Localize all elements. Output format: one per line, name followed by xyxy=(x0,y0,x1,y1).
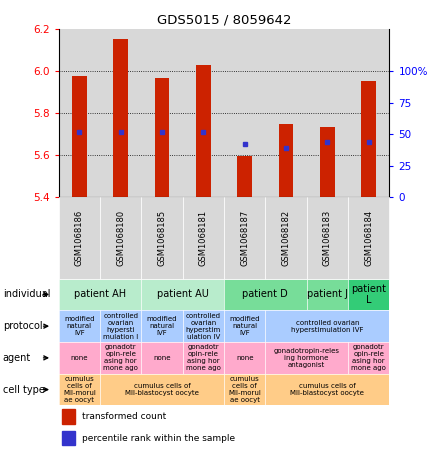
Text: gonadotr
opin-rele
asing hor
mone ago: gonadotr opin-rele asing hor mone ago xyxy=(350,344,385,371)
Text: modified
natural
IVF: modified natural IVF xyxy=(229,316,260,336)
Bar xyxy=(72,76,86,197)
Text: patient
L: patient L xyxy=(350,284,385,305)
Bar xyxy=(113,39,128,197)
Text: controlled
ovarian
hyperstim
ulation IV: controlled ovarian hyperstim ulation IV xyxy=(185,313,220,340)
Text: GSM1068184: GSM1068184 xyxy=(363,210,372,266)
Bar xyxy=(224,29,265,197)
Text: patient J: patient J xyxy=(306,289,347,299)
Text: modified
natural
IVF: modified natural IVF xyxy=(146,316,177,336)
Text: GSM1068185: GSM1068185 xyxy=(157,210,166,266)
Text: gonadotr
opin-rele
asing hor
mone ago: gonadotr opin-rele asing hor mone ago xyxy=(103,344,138,371)
Text: patient AH: patient AH xyxy=(74,289,126,299)
Text: cumulus cells of
MII-blastocyst oocyte: cumulus cells of MII-blastocyst oocyte xyxy=(125,383,198,396)
Text: agent: agent xyxy=(3,353,31,363)
Bar xyxy=(62,431,75,445)
Text: gonadotropin-reles
ing hormone
antagonist: gonadotropin-reles ing hormone antagonis… xyxy=(273,348,339,368)
Text: cumulus cells of
MII-blastocyst oocyte: cumulus cells of MII-blastocyst oocyte xyxy=(290,383,363,396)
Bar xyxy=(306,29,347,197)
Text: cumulus
cells of
MII-morul
ae oocyt: cumulus cells of MII-morul ae oocyt xyxy=(228,376,260,403)
Text: none: none xyxy=(70,355,88,361)
Bar xyxy=(155,77,169,197)
Text: gonadotr
opin-rele
asing hor
mone ago: gonadotr opin-rele asing hor mone ago xyxy=(185,344,220,371)
Bar xyxy=(278,124,293,197)
Text: individual: individual xyxy=(3,289,50,299)
Text: patient AU: patient AU xyxy=(156,289,208,299)
Text: protocol: protocol xyxy=(3,321,43,331)
Bar xyxy=(319,127,334,197)
Text: GSM1068186: GSM1068186 xyxy=(75,210,84,266)
Bar xyxy=(196,65,210,197)
Bar xyxy=(141,29,182,197)
Text: GSM1068180: GSM1068180 xyxy=(116,210,125,266)
Text: modified
natural
IVF: modified natural IVF xyxy=(64,316,95,336)
Text: none: none xyxy=(153,355,171,361)
Text: none: none xyxy=(235,355,253,361)
Text: controlled
ovarian
hypersti
mulation I: controlled ovarian hypersti mulation I xyxy=(103,313,138,340)
Text: transformed count: transformed count xyxy=(82,412,166,421)
Text: GSM1068181: GSM1068181 xyxy=(198,210,207,266)
Text: GSM1068187: GSM1068187 xyxy=(240,210,249,266)
Bar xyxy=(361,81,375,197)
Text: percentile rank within the sample: percentile rank within the sample xyxy=(82,434,234,443)
Bar xyxy=(265,29,306,197)
Text: GSM1068183: GSM1068183 xyxy=(322,210,331,266)
Bar xyxy=(59,29,100,197)
Bar xyxy=(347,29,388,197)
Bar xyxy=(100,29,141,197)
Text: patient D: patient D xyxy=(242,289,288,299)
Text: cumulus
cells of
MII-morul
ae oocyt: cumulus cells of MII-morul ae oocyt xyxy=(63,376,95,403)
Text: controlled ovarian
hyperstimulation IVF: controlled ovarian hyperstimulation IVF xyxy=(290,320,363,333)
Bar xyxy=(182,29,224,197)
Bar xyxy=(237,156,251,197)
Bar xyxy=(62,410,75,424)
Text: GSM1068182: GSM1068182 xyxy=(281,210,290,266)
Text: cell type: cell type xyxy=(3,385,45,395)
Title: GDS5015 / 8059642: GDS5015 / 8059642 xyxy=(156,14,291,27)
